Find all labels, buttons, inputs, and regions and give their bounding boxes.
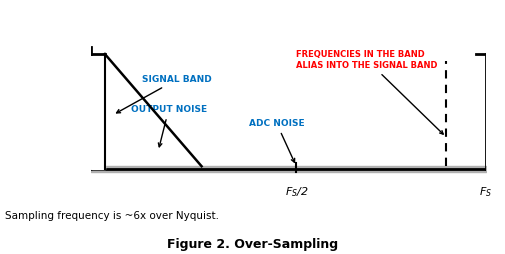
Text: F$_S$/2: F$_S$/2 xyxy=(284,186,308,199)
Text: SIGNAL BAND: SIGNAL BAND xyxy=(116,75,212,113)
Text: Sampling frequency is ~6x over Nyquist.: Sampling frequency is ~6x over Nyquist. xyxy=(5,211,219,221)
Text: Figure 2. Over-Sampling: Figure 2. Over-Sampling xyxy=(167,239,338,251)
Text: OUTPUT NOISE: OUTPUT NOISE xyxy=(130,105,206,147)
Text: ADC NOISE: ADC NOISE xyxy=(248,119,304,162)
Polygon shape xyxy=(91,54,105,169)
Text: FREQUENCIES IN THE BAND
ALIAS INTO THE SIGNAL BAND: FREQUENCIES IN THE BAND ALIAS INTO THE S… xyxy=(296,51,442,134)
Text: F$_S$: F$_S$ xyxy=(478,186,491,199)
